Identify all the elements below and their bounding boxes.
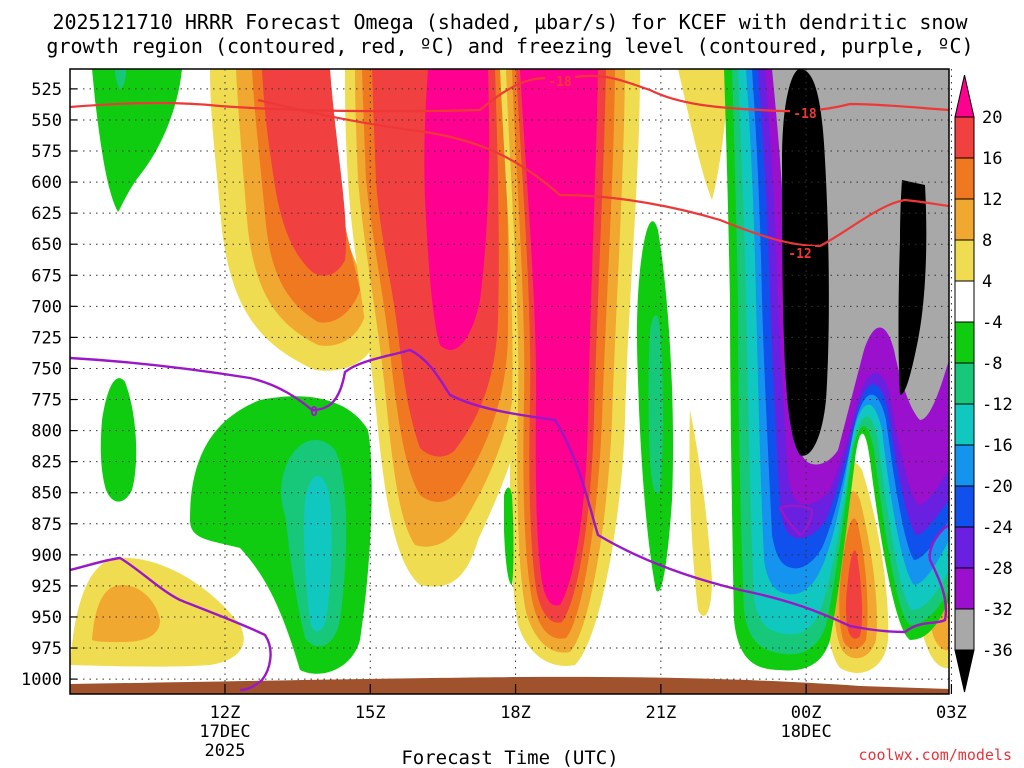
colorbar-label: -36 bbox=[982, 641, 1013, 661]
dgz-contour-labels: -18 -18 -12 bbox=[545, 74, 820, 262]
y-tick-label: 925 bbox=[31, 577, 62, 597]
colorbar-top-arrow bbox=[954, 74, 975, 118]
colorbar-swatch bbox=[954, 157, 975, 200]
y-tick-label: 850 bbox=[31, 484, 62, 504]
x-tick-label: 12Z bbox=[210, 703, 241, 723]
omega-sink-a-m8 bbox=[115, 69, 126, 90]
colorbar-swatch bbox=[954, 198, 975, 241]
y-tick-label: 950 bbox=[31, 608, 62, 628]
colorbar-label: -8 bbox=[982, 354, 1002, 374]
colorbar-label: 4 bbox=[982, 272, 992, 292]
y-tick-label: 800 bbox=[31, 422, 62, 442]
colorbar-label: -32 bbox=[982, 600, 1013, 620]
y-tick-label: 975 bbox=[31, 639, 62, 659]
colorbar-swatch bbox=[954, 567, 975, 610]
x-tick-label: 15Z bbox=[355, 703, 386, 723]
dgz-lower-contour bbox=[257, 98, 949, 248]
colorbar-label: -20 bbox=[982, 477, 1013, 497]
colorbar-label: 12 bbox=[982, 190, 1002, 210]
colorbar-label: -4 bbox=[982, 313, 1002, 333]
credit-label: coolwx.com/models bbox=[858, 746, 1012, 764]
colorbar-swatch bbox=[954, 362, 975, 405]
y-tick-label: 650 bbox=[31, 235, 62, 255]
freezing-level-contour bbox=[70, 348, 949, 692]
x-tick-label: 00Z bbox=[791, 703, 822, 723]
chart-title-line-2: growth region (contoured, red, ºC) and f… bbox=[46, 34, 973, 58]
x-tick-label: 03Z bbox=[936, 703, 967, 723]
colorbar-swatch bbox=[954, 444, 975, 487]
colorbar-swatch bbox=[954, 239, 975, 282]
x-tick-label: 21Z bbox=[645, 703, 676, 723]
y-tick-label: 600 bbox=[31, 173, 62, 193]
colorbar-label: 8 bbox=[982, 231, 992, 251]
omega-lowlevel-12z-8 bbox=[92, 585, 160, 642]
colorbar-swatch bbox=[954, 526, 975, 569]
colorbar-swatch bbox=[954, 116, 975, 159]
colorbar-swatch bbox=[954, 608, 975, 651]
colorbar-bottom-arrow bbox=[954, 649, 975, 693]
omega-sink-f-m36 bbox=[782, 69, 829, 456]
dgz-label-3: -12 bbox=[788, 247, 811, 262]
y-tick-label: 900 bbox=[31, 546, 62, 566]
freezing-level-label: 0 bbox=[310, 405, 318, 420]
terrain bbox=[70, 676, 949, 694]
y-tick-label: 825 bbox=[31, 453, 62, 473]
colorbar-label: -28 bbox=[982, 559, 1013, 579]
colorbar: 20 16 12 8 4 -4 -8 -12 -16 -20 -24 -28 -32 -36 bbox=[954, 74, 1013, 693]
omega-sink-d-m4 bbox=[504, 487, 514, 585]
omega-plume-b-20 bbox=[424, 69, 490, 350]
colorbar-swatch bbox=[954, 280, 975, 323]
omega-sink-b-m4 bbox=[100, 378, 137, 502]
omega-sink-e-m8 bbox=[648, 315, 663, 494]
omega-strip-23z-4 bbox=[678, 69, 730, 200]
omega-plume-a-16 bbox=[262, 69, 347, 276]
y-tick-label: 575 bbox=[31, 142, 62, 162]
omega-sink-c-m12 bbox=[303, 476, 332, 632]
freezing-level-main bbox=[70, 348, 949, 634]
y-tick-label: 550 bbox=[31, 111, 62, 131]
x-tick-year: 2025 bbox=[204, 741, 245, 761]
omega-shaded-field bbox=[70, 69, 949, 674]
y-tick-label: 750 bbox=[31, 359, 62, 379]
y-tick-label: 525 bbox=[31, 80, 62, 100]
grid-lines bbox=[70, 69, 952, 694]
y-tick-label: 875 bbox=[31, 515, 62, 535]
colorbar-label: -12 bbox=[982, 395, 1013, 415]
y-tick-label: 775 bbox=[31, 391, 62, 411]
dgz-label-1: -18 bbox=[548, 75, 572, 90]
y-tick-label: 625 bbox=[31, 204, 62, 224]
freezing-level-left bbox=[70, 556, 272, 692]
colorbar-swatch bbox=[954, 321, 975, 364]
plot-frame bbox=[69, 68, 950, 695]
y-tick-label: 675 bbox=[31, 266, 62, 286]
freezing-level-loop bbox=[778, 504, 814, 537]
x-tick-date: 17DEC bbox=[199, 722, 250, 742]
colorbar-swatch bbox=[954, 403, 975, 446]
y-axis: 525 550 575 600 625 650 675 700 725 750 775 800 825 8… bbox=[21, 80, 77, 690]
colorbar-label: 16 bbox=[982, 149, 1002, 169]
omega-plume-d-16 bbox=[845, 550, 863, 639]
y-tick-label: 725 bbox=[31, 328, 62, 348]
colorbar-label: -16 bbox=[982, 436, 1013, 456]
colorbar-swatch bbox=[954, 485, 975, 528]
colorbar-label: -24 bbox=[982, 518, 1013, 538]
chart-title-line-1: 2025121710 HRRR Forecast Omega (shaded, … bbox=[52, 10, 968, 34]
x-tick-date: 18DEC bbox=[781, 722, 832, 742]
dgz-label-2: -18 bbox=[793, 107, 817, 122]
x-axis-title: Forecast Time (UTC) bbox=[401, 747, 618, 768]
y-tick-label: 1000 bbox=[21, 670, 62, 690]
omega-sink-g-m36 bbox=[898, 180, 927, 395]
x-tick-label: 18Z bbox=[500, 703, 531, 723]
y-tick-label: 700 bbox=[31, 297, 62, 317]
colorbar-label: 20 bbox=[982, 108, 1002, 128]
